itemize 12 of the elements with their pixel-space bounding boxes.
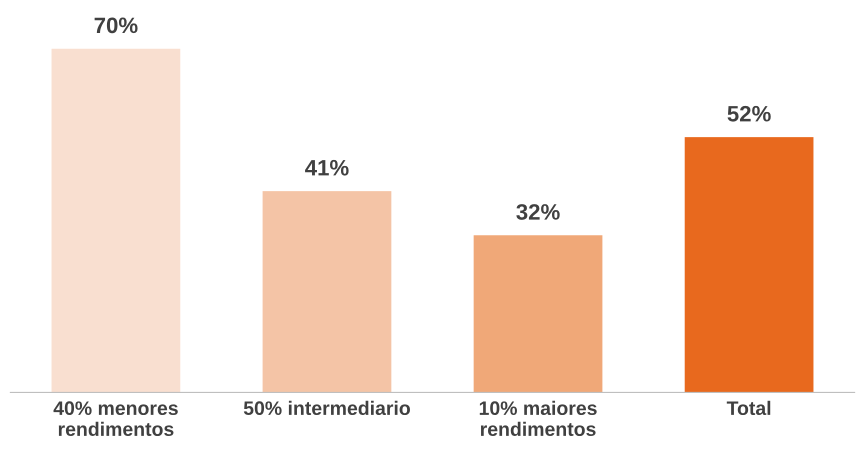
- bar: [52, 48, 180, 392]
- data-label: 52%: [728, 106, 771, 122]
- data-label: 32%: [516, 204, 560, 220]
- bar: [684, 137, 814, 392]
- x-tick-label: 40% menores rendimentos: [54, 401, 178, 436]
- x-tick-label: 10% maiores rendimentos: [480, 400, 597, 436]
- bar: [262, 191, 392, 392]
- data-label: 41%: [305, 160, 349, 176]
- x-tick-label: Total: [726, 400, 770, 416]
- x-tick-label: 50% intermediario: [244, 400, 410, 416]
- bar: [474, 235, 602, 392]
- data-label: 70%: [94, 17, 138, 34]
